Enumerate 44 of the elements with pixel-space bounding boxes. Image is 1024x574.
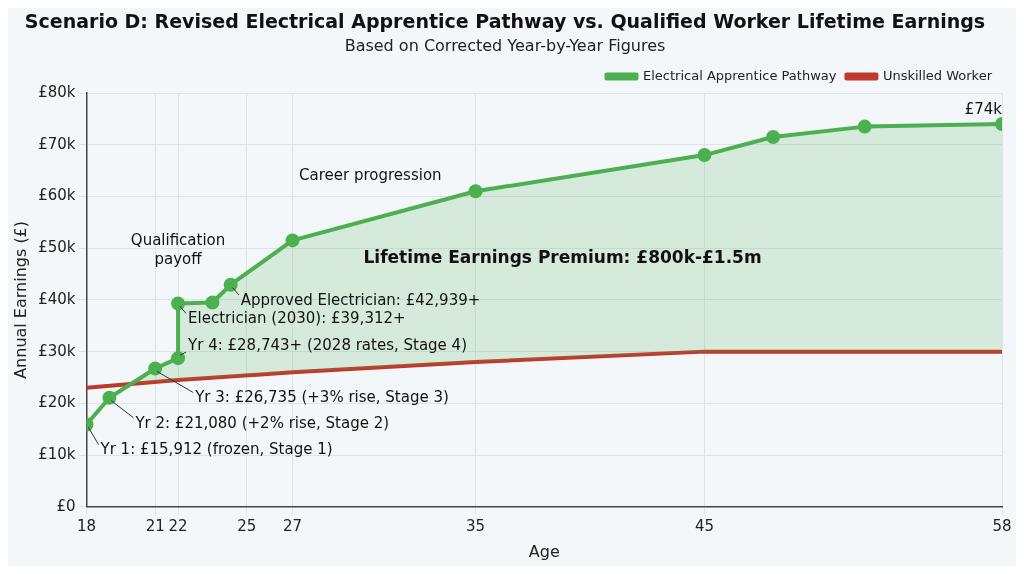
- y-tick-label: £80k: [38, 82, 76, 101]
- x-tick-label: 58: [992, 516, 1012, 535]
- legend-label: Electrical Apprentice Pathway: [643, 67, 837, 83]
- point: [857, 119, 872, 134]
- annotation: Career progression: [299, 165, 442, 184]
- annotation: Qualification payoff: [130, 230, 226, 268]
- legend-label: Unskilled Worker: [882, 67, 993, 83]
- x-tick-label: 45: [694, 516, 715, 535]
- annotation: Electrician (2030): £39,312+: [188, 309, 406, 328]
- x-tick-label: 18: [76, 516, 97, 535]
- annotation: Lifetime Earnings Premium: £800k-£1.5m: [363, 246, 762, 267]
- x-tick-label: 35: [466, 516, 486, 535]
- y-tick-label: £30k: [38, 341, 76, 360]
- point: [766, 129, 781, 144]
- x-tick-label: 21: [145, 516, 165, 535]
- point: [223, 277, 238, 292]
- chart-subtitle: Based on Corrected Year-by-Year Figures: [344, 35, 666, 55]
- annotation: £74k: [964, 99, 1003, 118]
- y-axis-title: Annual Earnings (£): [10, 220, 30, 379]
- y-tick-label: £20k: [38, 393, 76, 412]
- y-tick-label: £40k: [38, 289, 76, 308]
- annotation: Yr 1: £15,912 (frozen, Stage 1): [99, 440, 333, 459]
- point: [148, 361, 163, 376]
- point: [171, 296, 186, 311]
- point: [205, 295, 220, 310]
- x-tick-label: 27: [282, 516, 303, 535]
- point: [468, 184, 483, 199]
- point: [171, 351, 186, 366]
- annotation: Yr 3: £26,735 (+3% rise, Stage 3): [194, 388, 449, 407]
- x-tick-label: 22: [168, 516, 188, 535]
- annotation: Approved Electrician: £42,939+: [240, 290, 481, 309]
- point: [697, 148, 712, 163]
- y-tick-label: £10k: [38, 444, 76, 463]
- point: [285, 233, 300, 248]
- x-tick-label: 25: [237, 516, 257, 535]
- annotation: Yr 4: £28,743+ (2028 rates, Stage 4): [187, 336, 468, 355]
- x-axis-title: Age: [528, 541, 560, 561]
- y-tick-label: £0: [56, 496, 76, 515]
- y-tick-label: £70k: [38, 134, 76, 153]
- annotation: Yr 2: £21,080 (+2% rise, Stage 2): [134, 413, 390, 432]
- y-tick-label: £50k: [38, 238, 76, 257]
- point: [102, 390, 117, 405]
- y-tick-label: £60k: [38, 186, 76, 205]
- chart-title: Scenario D: Revised Electrical Apprentice Pathway vs. Qualified Worker Lifetime Earnings: [24, 10, 986, 33]
